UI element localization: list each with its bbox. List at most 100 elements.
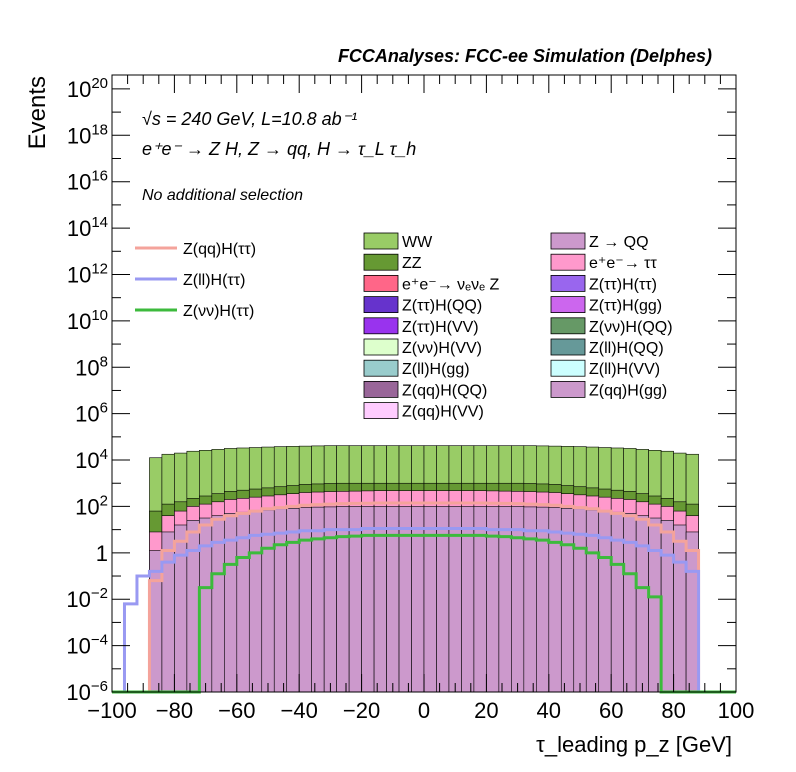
legend-stack-swatch bbox=[550, 359, 586, 377]
x-axis-label: τ_leading p_z [GeV] bbox=[536, 732, 732, 757]
legend-stack-swatch bbox=[550, 296, 586, 314]
y-tick-label: 1012 bbox=[67, 260, 108, 287]
legend-stack-label: Z(qq)H(gg) bbox=[589, 382, 667, 399]
legend-stack-swatch bbox=[550, 380, 586, 398]
legend-stack-swatch bbox=[363, 232, 399, 250]
bar-z-qq-4 bbox=[161, 531, 175, 693]
bar-z-qq-33 bbox=[523, 506, 537, 693]
y-tick-label: 1020 bbox=[67, 75, 108, 102]
y-tick-label: 104 bbox=[75, 446, 108, 473]
bar-z-qq-5 bbox=[174, 524, 188, 693]
legend-stack-label: Z(ll)H(QQ) bbox=[589, 340, 664, 357]
y-tick-label: 102 bbox=[75, 492, 108, 519]
x-tick-label: 80 bbox=[661, 698, 685, 723]
y-tick-label: 1016 bbox=[67, 168, 108, 195]
legend-stack-swatch bbox=[363, 317, 399, 335]
plot-area bbox=[112, 445, 736, 694]
legend-stack-label: Z(ll)H(VV) bbox=[589, 361, 660, 378]
bar-z-qq-37 bbox=[573, 508, 587, 693]
x-tick-label: −80 bbox=[156, 698, 193, 723]
signal-line-z-h- bbox=[112, 533, 736, 694]
legend-stack-swatch bbox=[550, 253, 586, 271]
bar-z-qq-44 bbox=[660, 520, 674, 693]
y-tick-label: 1010 bbox=[67, 307, 108, 334]
x-tick-label: 60 bbox=[599, 698, 623, 723]
bar-z-qq-11 bbox=[248, 510, 263, 693]
y-tick-label: 1 bbox=[96, 541, 108, 566]
annotation-1: √s = 240 GeV, L=10.8 ab⁻¹ bbox=[142, 109, 357, 129]
x-tick-label: 100 bbox=[718, 698, 755, 723]
legend-stack-label: Z(ττ)H(QQ) bbox=[402, 298, 482, 315]
bar-z-qq-30 bbox=[486, 506, 500, 693]
y-axis-label: Events bbox=[24, 76, 51, 149]
legend-stack-swatch bbox=[363, 253, 399, 271]
y-tick-label: 108 bbox=[75, 353, 108, 380]
legend-stack-swatch bbox=[550, 317, 586, 335]
bar-z-qq-32 bbox=[511, 506, 525, 693]
legend-stack-swatch bbox=[550, 274, 586, 292]
legend-stack-label: Z → QQ bbox=[589, 234, 649, 251]
bar-z-qq-43 bbox=[648, 517, 662, 693]
y-tick-label: 10−2 bbox=[66, 585, 108, 612]
legend-stack-swatch bbox=[363, 296, 399, 314]
legend-stack-label: Z(νν)H(VV) bbox=[402, 340, 482, 357]
bar-z-qq-7 bbox=[199, 517, 213, 693]
legend-stack-swatch bbox=[363, 359, 399, 377]
annotation-2: e⁺e⁻ → Z H, Z → qq, H → τ_L τ_h bbox=[142, 139, 416, 159]
legend-stack-swatch bbox=[363, 338, 399, 356]
bar-z-qq-6 bbox=[186, 520, 200, 693]
bar-z-qq-31 bbox=[498, 506, 512, 693]
legend: Z(qq)H(ττ) Z(ll)H(ττ) Z(νν)H(ττ) WW Z → QQ ZZ… bbox=[135, 232, 673, 421]
legend-stack-label: Z(νν)H(QQ) bbox=[589, 319, 673, 336]
y-tick-label: 10−6 bbox=[66, 678, 108, 705]
bar-z-qq-45 bbox=[673, 524, 687, 693]
bar-z-qq-14 bbox=[286, 507, 300, 693]
signal-line-z-ll-h- bbox=[112, 526, 736, 694]
legend-stack-label: Z(ll)H(gg) bbox=[402, 361, 470, 378]
bar-z-qq-36 bbox=[560, 507, 575, 693]
signal-line-z-qq-h- bbox=[112, 501, 736, 694]
legend-stack-swatch bbox=[363, 380, 399, 398]
x-tick-label: 20 bbox=[474, 698, 498, 723]
bar-z-qq-16 bbox=[311, 506, 325, 693]
y-tick-label: 10−4 bbox=[66, 632, 108, 659]
legend-stack-swatch bbox=[363, 274, 399, 292]
bar-z-qq-13 bbox=[273, 508, 288, 693]
bar-z-qq-46 bbox=[685, 531, 699, 693]
bar-z-qq-34 bbox=[536, 506, 550, 693]
axes: −100 −80 −60 −40 −20 0 20 40 60 80 100 10−6 10−4 10−2… bbox=[66, 74, 755, 723]
legend-stack-label: ZZ bbox=[402, 255, 422, 272]
legend-stack-label: Z(qq)H(VV) bbox=[402, 404, 484, 421]
legend-line-label: Z(qq)H(ττ) bbox=[183, 241, 256, 258]
chart-title: FCCAnalyses: FCC-ee Simulation (Delphes) bbox=[338, 46, 712, 66]
bar-z-qq-41 bbox=[623, 513, 637, 693]
legend-stack-label: Z(ττ)H(ττ) bbox=[589, 276, 657, 293]
bar-z-qq-18 bbox=[336, 506, 350, 693]
x-tick-label: −60 bbox=[218, 698, 255, 723]
x-tick-label: 0 bbox=[418, 698, 430, 723]
legend-stack-label: e⁺e⁻→ ττ bbox=[589, 255, 657, 272]
annotation-3: No additional selection bbox=[142, 187, 303, 204]
legend-stack-label: WW bbox=[402, 234, 433, 251]
annotations: √s = 240 GeV, L=10.8 ab⁻¹ e⁺e⁻ → Z H, Z →… bbox=[142, 109, 416, 204]
y-tick-label: 106 bbox=[75, 400, 108, 427]
bar-z-qq-19 bbox=[348, 506, 362, 693]
y-tick-label: 1014 bbox=[67, 214, 108, 241]
bar-z-qq-12 bbox=[261, 509, 275, 693]
legend-stack-swatch bbox=[550, 338, 586, 356]
y-tick-label: 1018 bbox=[67, 121, 108, 148]
legend-line-label: Z(ll)H(ττ) bbox=[183, 272, 245, 289]
bar-z-qq-15 bbox=[298, 507, 312, 693]
legend-stack-label: Z(qq)H(QQ) bbox=[402, 382, 487, 399]
legend-stack-swatch bbox=[550, 232, 586, 250]
x-tick-label: −100 bbox=[87, 698, 137, 723]
legend-stack-label: Z(ττ)H(VV) bbox=[402, 319, 479, 336]
bar-z-qq-42 bbox=[635, 515, 649, 693]
x-tick-label: −20 bbox=[343, 698, 380, 723]
bar-z-qq-35 bbox=[548, 507, 562, 693]
bar-z-qq-17 bbox=[323, 506, 337, 693]
legend-line-label: Z(νν)H(ττ) bbox=[183, 303, 254, 320]
x-tick-label: −40 bbox=[281, 698, 318, 723]
legend-stack-label: e⁺e⁻→ νₑνₑ Z bbox=[402, 276, 499, 293]
